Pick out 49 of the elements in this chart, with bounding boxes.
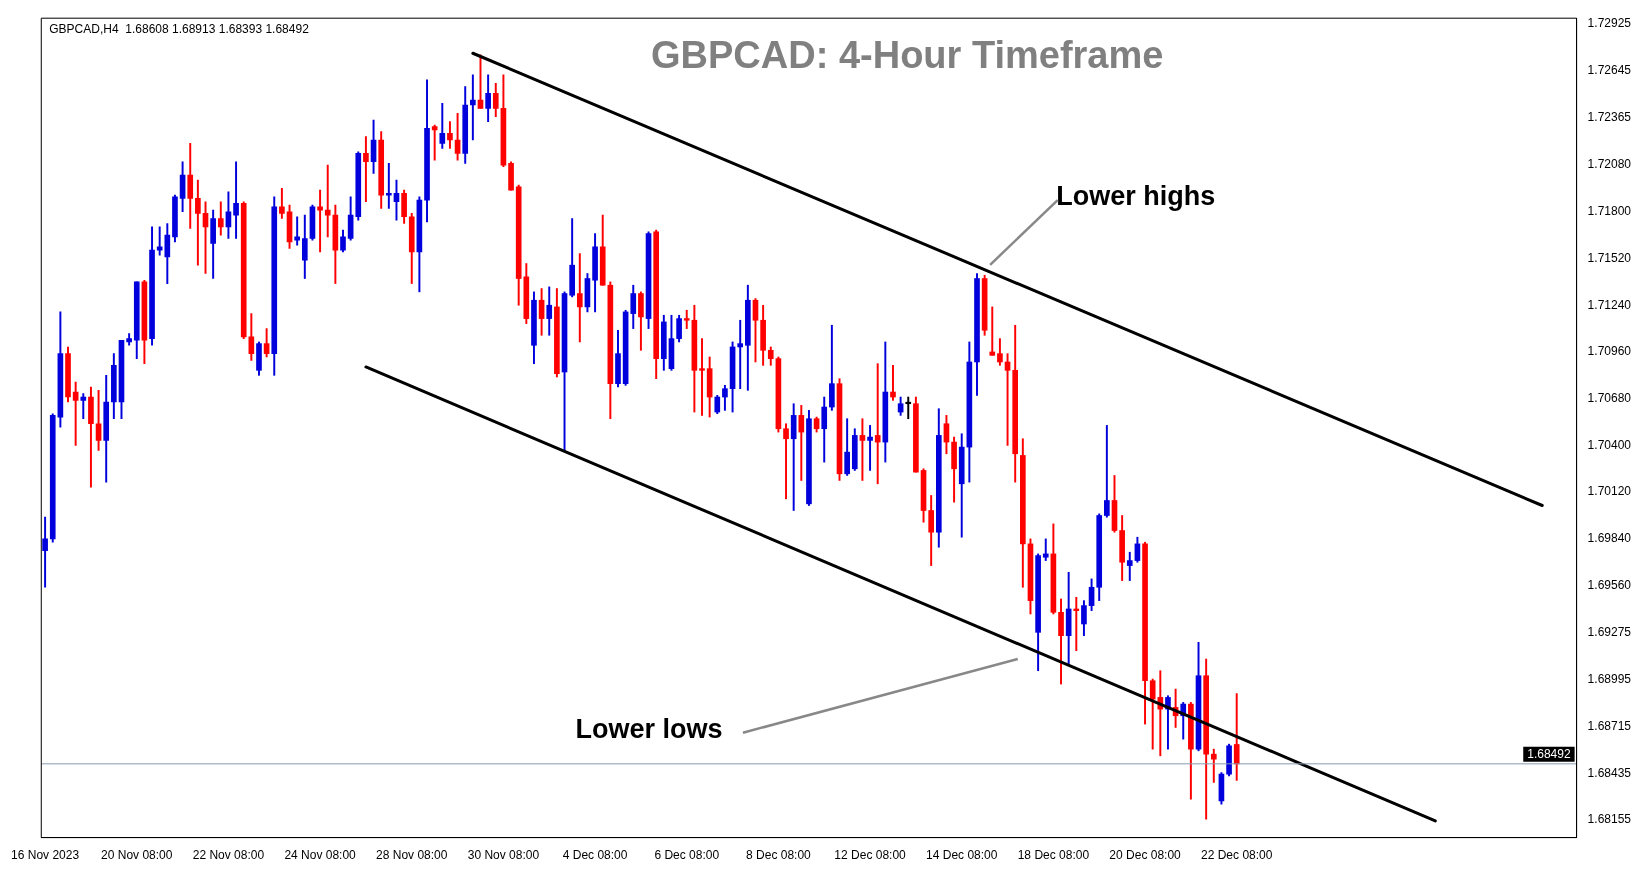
candlestick (317, 189, 323, 253)
x-tick-label: 14 Dec 08:00 (926, 848, 998, 863)
candlestick (699, 338, 705, 416)
x-tick-label: 18 Dec 08:00 (1017, 848, 1090, 863)
ref-line-label: 1.68492 (1527, 746, 1571, 761)
y-tick-label: 1.69560 (1587, 577, 1632, 592)
chart-subtitle: GBPCAD,H4 1.68608 1.68913 1.68393 1.68492 (49, 22, 310, 37)
x-tick-label: 22 Nov 08:00 (192, 848, 265, 863)
x-tick-label: 30 Nov 08:00 (467, 848, 540, 863)
y-tick-label: 1.68435 (1587, 765, 1632, 780)
candlestick (324, 164, 331, 238)
candlestick (859, 418, 866, 481)
y-tick-label: 1.71240 (1587, 297, 1632, 312)
y-tick-label: 1.68155 (1587, 812, 1632, 827)
y-tick-label: 1.70120 (1587, 484, 1632, 499)
x-tick-label: 16 Nov 2023 (11, 848, 80, 863)
candlestick (1073, 596, 1080, 652)
y-tick-label: 1.68715 (1587, 718, 1632, 733)
candlestick (989, 306, 996, 356)
y-tick-label: 1.72645 (1587, 63, 1632, 78)
x-tick-label: 4 Dec 08:00 (562, 848, 628, 863)
x-tick-label: 28 Nov 08:00 (376, 848, 448, 863)
y-tick-label: 1.69275 (1587, 625, 1632, 640)
candlestick (867, 425, 873, 471)
candlestick (737, 319, 744, 390)
y-tick-label: 1.70400 (1587, 437, 1632, 452)
annotation: Lower lows (575, 713, 723, 744)
chart-title: GBPCAD: 4-Hour Timeframe (651, 34, 1164, 77)
y-tick-label: 1.70680 (1587, 391, 1632, 406)
y-tick-label: 1.69840 (1587, 531, 1632, 546)
y-tick-label: 1.68995 (1587, 672, 1632, 687)
x-tick-label: 22 Dec 08:00 (1201, 848, 1273, 863)
candlestick (470, 74, 476, 141)
y-tick-label: 1.70960 (1587, 344, 1632, 359)
candlestick (874, 363, 881, 485)
y-tick-label: 1.72080 (1587, 157, 1632, 172)
x-tick-label: 24 Nov 08:00 (284, 848, 357, 863)
annotation: Lower highs (1056, 181, 1216, 212)
y-tick-label: 1.72925 (1587, 16, 1632, 31)
candlestick (905, 396, 912, 420)
y-tick-label: 1.71800 (1587, 204, 1632, 219)
x-tick-label: 20 Dec 08:00 (1109, 848, 1182, 863)
y-tick-label: 1.72365 (1587, 109, 1632, 124)
y-tick-label: 1.71520 (1587, 250, 1632, 265)
x-tick-label: 12 Dec 08:00 (834, 848, 907, 863)
x-tick-label: 20 Nov 08:00 (101, 848, 173, 863)
candlestick (386, 163, 392, 209)
x-tick-label: 8 Dec 08:00 (746, 848, 812, 863)
x-tick-label: 6 Dec 08:00 (654, 848, 720, 863)
